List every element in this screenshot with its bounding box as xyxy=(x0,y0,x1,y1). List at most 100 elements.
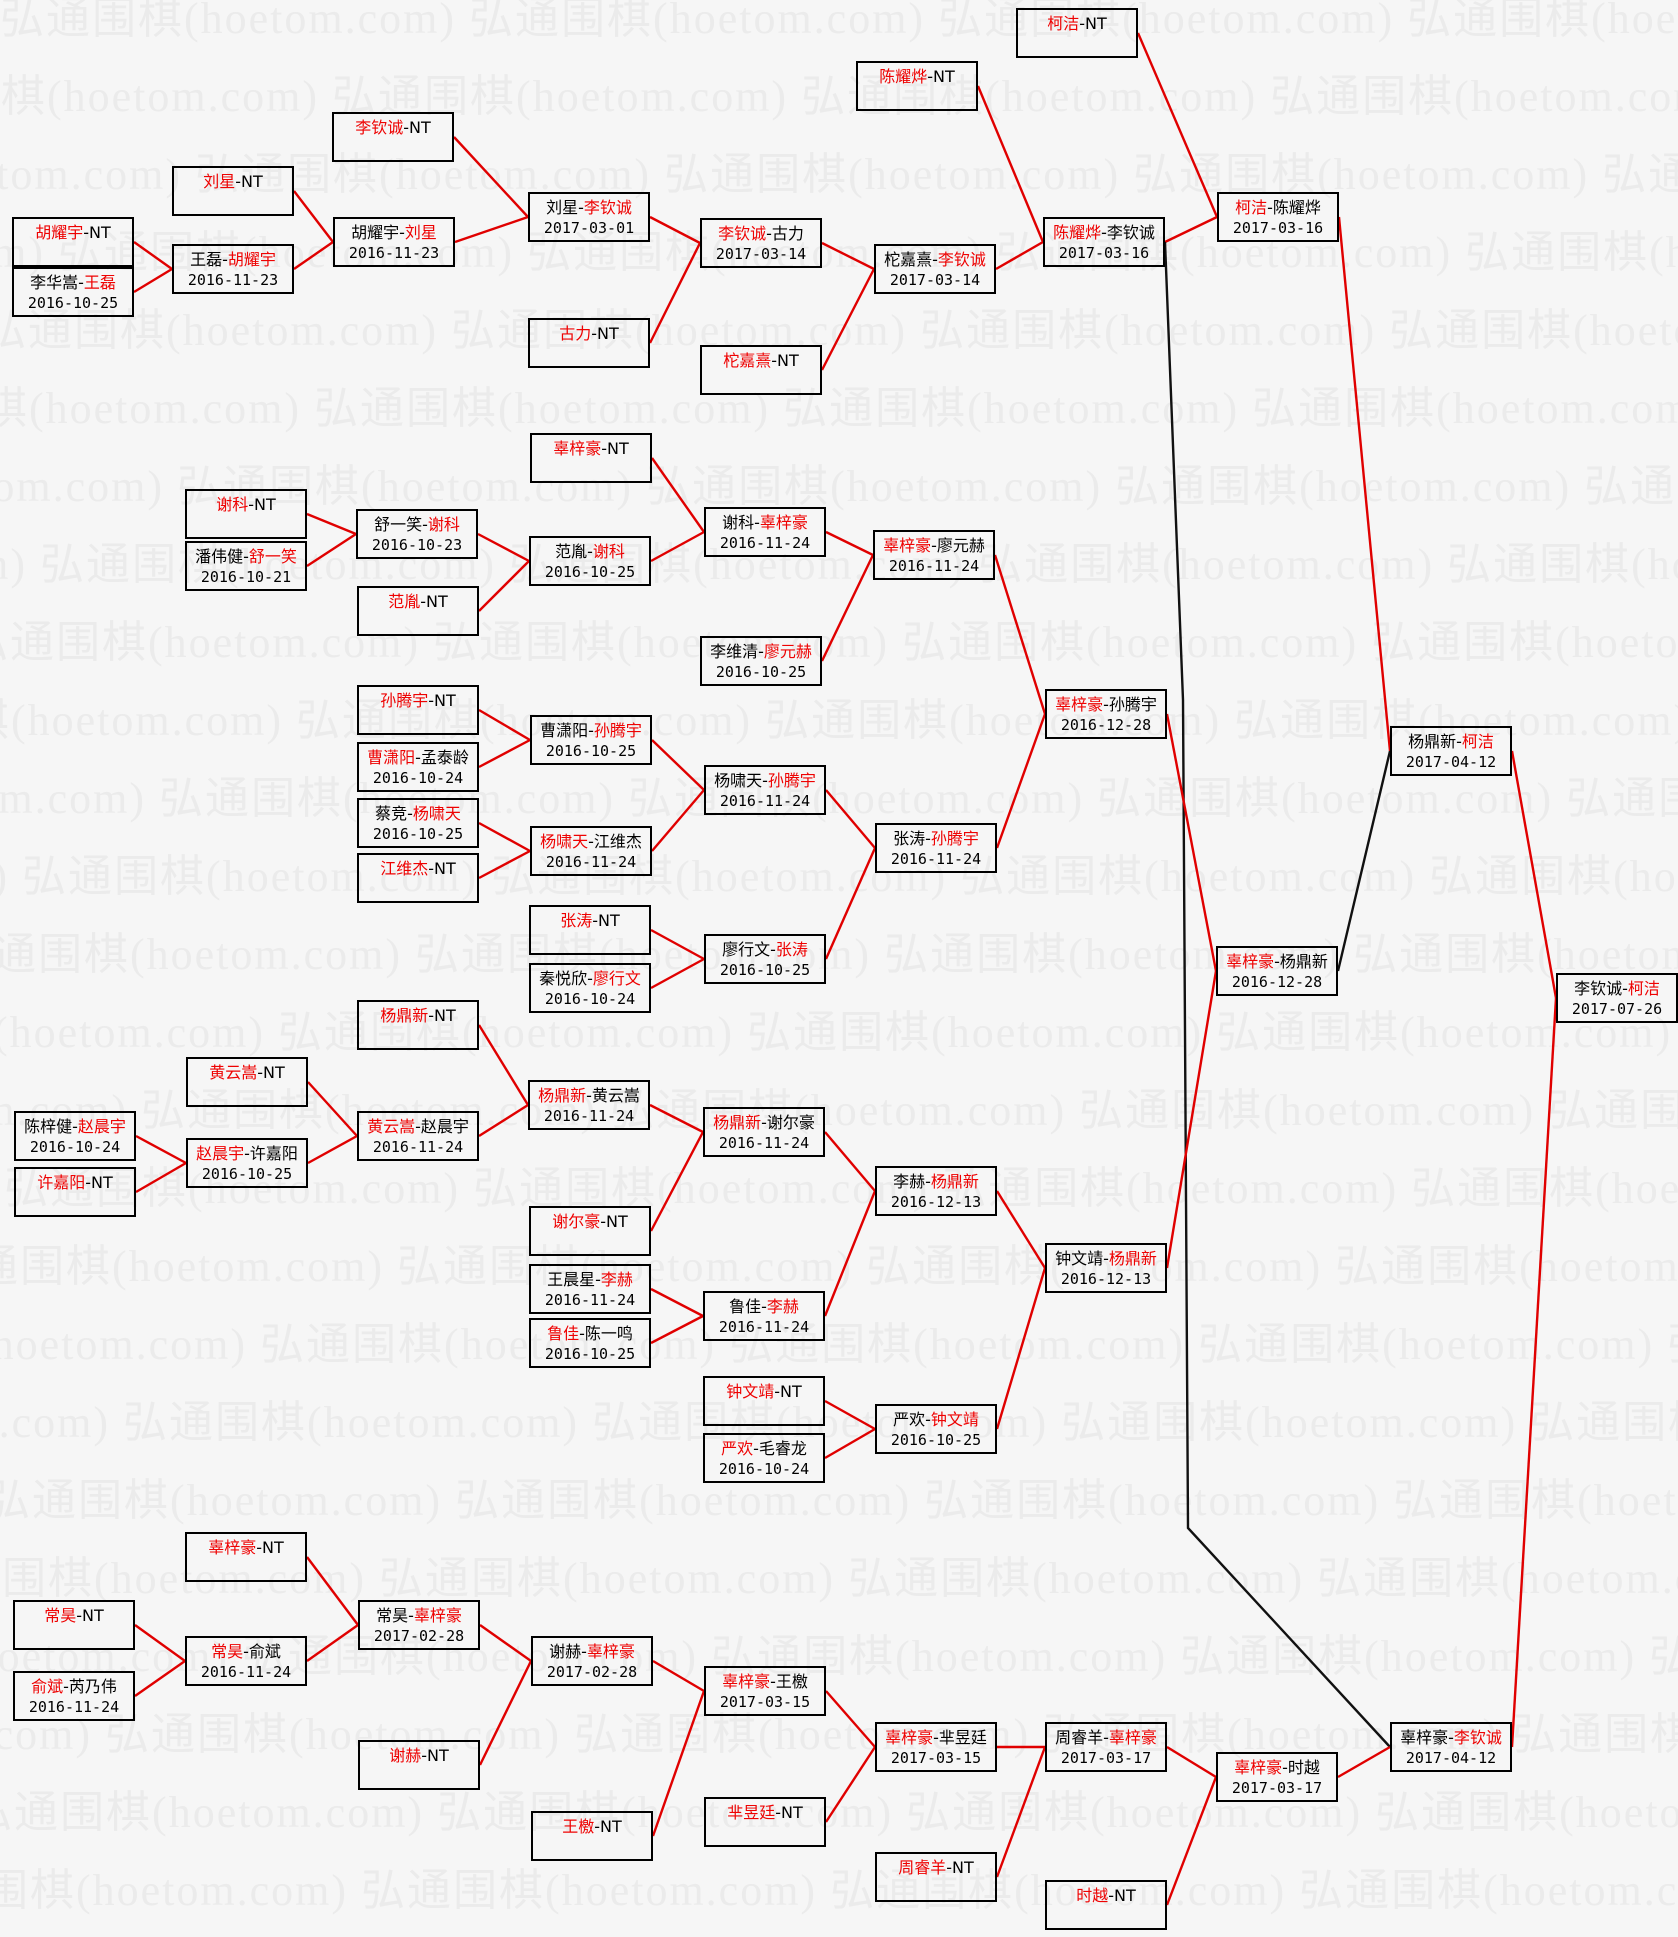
match-box-zhoury_nt[interactable]: 周睿羊-NT xyxy=(875,1852,997,1902)
match-box-wangcx_lihe[interactable]: 王晨星-李赫 2016-11-24 xyxy=(529,1264,651,1314)
match-box-liqc_guli[interactable]: 李钦诚-古力 2017-03-14 xyxy=(700,218,822,268)
match-box-xieke_guzh[interactable]: 谢科-辜梓豪 2016-11-24 xyxy=(704,507,826,557)
match-box-fanyin_nt[interactable]: 范胤-NT xyxy=(357,586,479,636)
match-box-yangxt_jiang[interactable]: 杨啸天-江维杰 2016-11-24 xyxy=(530,826,652,876)
match-box-chang_guzh[interactable]: 常昊-辜梓豪 2017-02-28 xyxy=(358,1600,480,1650)
match-box-liwq_liaoyh[interactable]: 李维清-廖元赫 2016-10-25 xyxy=(700,636,822,686)
match-players: 辜梓豪-时越 xyxy=(1234,1758,1320,1777)
match-box-xiehe_nt[interactable]: 谢赫-NT xyxy=(358,1740,480,1790)
match-box-zhoury_guzh[interactable]: 周睿羊-辜梓豪 2017-03-17 xyxy=(1045,1722,1167,1772)
match-box-liu_liqc[interactable]: 刘星-李钦诚 2017-03-01 xyxy=(528,192,650,242)
winner-path-line xyxy=(995,713,1047,849)
match-date: 2016-11-24 xyxy=(28,1698,120,1716)
match-players: 蔡竞-杨啸天 xyxy=(375,804,461,823)
match-box-xiehe_guzh[interactable]: 谢赫-辜梓豪 2017-02-28 xyxy=(531,1636,653,1686)
match-box-shiyue_nt[interactable]: 时越-NT xyxy=(1045,1880,1167,1930)
match-box-wangxi_nt[interactable]: 王檄-NT xyxy=(531,1811,653,1861)
match-date: 2016-11-23 xyxy=(187,271,279,289)
match-players: 柁嘉熹-李钦诚 xyxy=(884,250,986,269)
match-box-jiangwj_nt[interactable]: 江维杰-NT xyxy=(357,853,479,903)
match-box-changhao_nt[interactable]: 常昊-NT xyxy=(13,1600,135,1650)
match-box-hu_nt[interactable]: 胡耀宇-NT xyxy=(12,217,134,267)
match-date: 2016-11-24 xyxy=(719,534,811,552)
match-box-hu_liu[interactable]: 胡耀宇-刘星 2016-11-23 xyxy=(333,217,455,267)
match-box-xujy_nt[interactable]: 许嘉阳-NT xyxy=(14,1167,136,1217)
match-box-chang_yubin[interactable]: 常昊-俞斌 2016-11-24 xyxy=(185,1636,307,1686)
match-box-fan_xieke[interactable]: 范胤-谢科 2016-10-25 xyxy=(529,536,651,586)
match-box-zhangt_sunty[interactable]: 张涛-孙腾宇 2016-11-24 xyxy=(875,823,997,873)
match-box-shu_xieke[interactable]: 舒一笑-谢科 2016-10-23 xyxy=(356,509,478,559)
match-box-yanh_zhongwj[interactable]: 严欢-钟文靖 2016-10-25 xyxy=(875,1404,997,1454)
winner-path-line xyxy=(478,738,531,769)
match-box-yangdx_xieeh[interactable]: 杨鼎新-谢尔豪 2016-11-24 xyxy=(703,1107,825,1157)
match-box-pan_shu[interactable]: 潘伟健-舒一笑 2016-10-21 xyxy=(185,541,307,591)
winner-path-line xyxy=(135,1134,187,1165)
match-box-guzh_nt1[interactable]: 辜梓豪-NT xyxy=(530,433,652,483)
match-players: 谢尔豪-NT xyxy=(552,1212,628,1231)
match-box-qin_liaoxw[interactable]: 秦悦欣-廖行文 2016-10-24 xyxy=(529,963,651,1013)
winner-path-line xyxy=(477,532,530,563)
match-box-liqc_kejie[interactable]: 李钦诚-柯洁 2017-07-26 xyxy=(1556,973,1678,1023)
match-box-lujia_lihe[interactable]: 鲁佳-李赫 2016-11-24 xyxy=(703,1291,825,1341)
match-box-caoxy_meng[interactable]: 曹潇阳-孟泰龄 2016-10-24 xyxy=(357,742,479,792)
match-box-chenyy_liqc[interactable]: 陈耀烨-李钦诚 2017-03-16 xyxy=(1043,217,1165,267)
match-box-guzh_wangxi[interactable]: 辜梓豪-王檄 2017-03-15 xyxy=(704,1666,826,1716)
match-box-zhongwj_yangdx[interactable]: 钟文靖-杨鼎新 2016-12-13 xyxy=(1045,1243,1167,1293)
winner-path-line xyxy=(133,241,173,270)
match-players: 张涛-孙腾宇 xyxy=(893,829,979,848)
match-box-miyt_nt[interactable]: 芈昱廷-NT xyxy=(704,1797,826,1847)
match-box-yangdx_nt[interactable]: 杨鼎新-NT xyxy=(357,1000,479,1050)
winner-path-line xyxy=(993,554,1047,715)
match-box-wang_hu[interactable]: 王磊-胡耀宇 2016-11-23 xyxy=(172,244,294,294)
match-box-liu_nt[interactable]: 刘星-NT xyxy=(172,166,294,216)
match-players: 杨鼎新-柯洁 xyxy=(1408,732,1494,751)
match-box-tuo_nt[interactable]: 柁嘉熹-NT xyxy=(700,345,822,395)
match-box-xieke_nt[interactable]: 谢科-NT xyxy=(185,489,307,539)
match-box-xieeh_nt[interactable]: 谢尔豪-NT xyxy=(529,1206,651,1256)
match-box-tuo_liqc[interactable]: 柁嘉熹-李钦诚 2017-03-14 xyxy=(874,244,996,294)
match-box-chenyy_nt[interactable]: 陈耀烨-NT xyxy=(856,61,978,111)
winner-path-line xyxy=(976,85,1045,243)
match-box-zhangtao_nt[interactable]: 张涛-NT xyxy=(529,905,651,955)
match-players: 胡耀宇-NT xyxy=(35,223,111,242)
match-box-cai_yangxt[interactable]: 蔡竞-杨啸天 2016-10-25 xyxy=(357,798,479,848)
match-box-huangys_zhaocy[interactable]: 黄云嵩-赵晨宇 2016-11-24 xyxy=(357,1111,479,1161)
match-box-guzh_liqc[interactable]: 辜梓豪-李钦诚 2017-04-12 xyxy=(1390,1722,1512,1772)
match-box-sunty_nt[interactable]: 孙腾宇-NT xyxy=(357,685,479,735)
match-date: 2016-10-24 xyxy=(29,1138,121,1156)
winner-path-line xyxy=(650,1314,704,1345)
match-box-chenzj_zhaocy[interactable]: 陈梓健-赵晨宇 2016-10-24 xyxy=(14,1111,136,1161)
match-box-yangxt_sunty[interactable]: 杨啸天-孙腾宇 2016-11-24 xyxy=(704,765,826,815)
watermark-text: 弘通围棋(hoetom.com) 弘通围棋(hoetom.com) 弘通围棋(h… xyxy=(0,930,1678,979)
match-box-guzh_miyt[interactable]: 辜梓豪-芈昱廷 2017-03-15 xyxy=(875,1722,997,1772)
match-box-guzh_nt2[interactable]: 辜梓豪-NT xyxy=(185,1532,307,1582)
match-box-liaoxw_zhangt[interactable]: 廖行文-张涛 2016-10-25 xyxy=(704,934,826,984)
match-box-zhongwj_nt[interactable]: 钟文靖-NT xyxy=(703,1376,825,1426)
match-box-lihe_yangdx[interactable]: 李赫-杨鼎新 2016-12-13 xyxy=(875,1166,997,1216)
match-box-guzh_yangdx[interactable]: 辜梓豪-杨鼎新 2016-12-28 xyxy=(1216,946,1338,996)
match-box-yangdx_kejie[interactable]: 杨鼎新-柯洁 2017-04-12 xyxy=(1390,726,1512,776)
match-box-yubin_rui[interactable]: 俞斌-芮乃伟 2016-11-24 xyxy=(13,1671,135,1721)
match-box-kejie_nt[interactable]: 柯洁-NT xyxy=(1016,8,1138,58)
match-box-guzh_liaoyh[interactable]: 辜梓豪-廖元赫 2016-11-24 xyxy=(873,530,995,580)
match-box-huangys_nt[interactable]: 黄云嵩-NT xyxy=(186,1057,308,1107)
match-players: 辜梓豪-芈昱廷 xyxy=(885,1728,987,1747)
match-box-ke_chenyy[interactable]: 柯洁-陈耀烨 2017-03-16 xyxy=(1217,192,1339,242)
match-players: 时越-NT xyxy=(1076,1886,1136,1905)
match-box-guzh_sunty[interactable]: 辜梓豪-孙腾宇 2016-12-28 xyxy=(1045,689,1167,739)
match-box-zhaocy_xujy[interactable]: 赵晨宇-许嘉阳 2016-10-25 xyxy=(186,1138,308,1188)
match-box-yanh_maorl[interactable]: 严欢-毛睿龙 2016-10-24 xyxy=(703,1433,825,1483)
match-box-yangdx_huangys[interactable]: 杨鼎新-黄云嵩 2016-11-24 xyxy=(528,1080,650,1130)
match-box-lihs_wang[interactable]: 李华嵩-王磊 2016-10-25 xyxy=(12,267,134,317)
match-box-guzh_shiyue[interactable]: 辜梓豪-时越 2017-03-17 xyxy=(1216,1752,1338,1802)
match-box-guli_nt[interactable]: 古力-NT xyxy=(528,318,650,368)
match-date: 2016-10-24 xyxy=(544,990,636,1008)
winner-path-line xyxy=(825,1690,876,1748)
match-box-liqc_nt[interactable]: 李钦诚-NT xyxy=(332,112,454,162)
match-box-caoxy_sunty[interactable]: 曹潇阳-孙腾宇 2016-10-25 xyxy=(530,715,652,765)
match-box-lujia_chenym[interactable]: 鲁佳-陈一鸣 2016-10-25 xyxy=(529,1318,651,1368)
winner-path-line xyxy=(995,1746,1047,1878)
watermark-text: 弘通围棋(hoetom.com) 弘通围棋(hoetom.com) 弘通围棋(h… xyxy=(0,0,1678,43)
